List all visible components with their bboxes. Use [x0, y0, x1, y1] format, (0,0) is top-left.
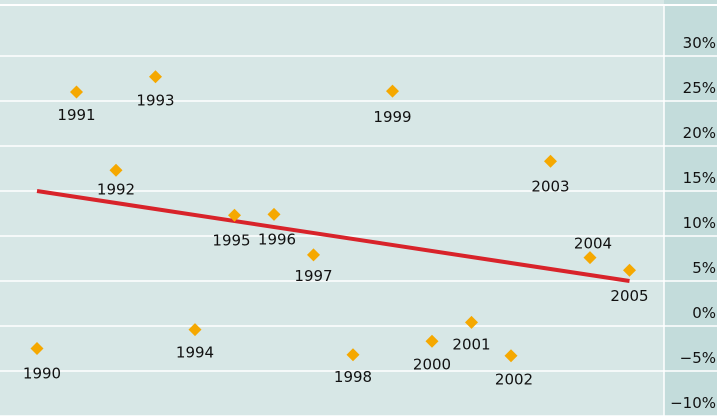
point: [188, 323, 202, 337]
point-label: 1995: [212, 231, 250, 249]
y-tick-label: 5%: [692, 259, 716, 277]
point-label: 2001: [452, 335, 490, 353]
point-label: 2000: [413, 355, 451, 373]
point-label: 1993: [136, 92, 174, 110]
point-label: 1992: [97, 180, 135, 198]
point-label: 1994: [176, 344, 214, 362]
point: [149, 70, 162, 84]
trend-line: [36, 189, 630, 283]
point-label: 1996: [258, 230, 296, 248]
point-label: 1997: [294, 267, 332, 285]
y-tick-label: −10%: [670, 394, 716, 412]
point: [70, 85, 83, 99]
point: [386, 84, 399, 98]
point-label: 1998: [334, 368, 372, 386]
point: [346, 348, 360, 362]
point-label: 2004: [574, 235, 612, 253]
y-tick-label: 10%: [683, 214, 716, 232]
point-label: 2003: [531, 177, 569, 195]
point: [30, 342, 44, 355]
point: [504, 349, 518, 363]
y-tick-label: 0%: [692, 304, 716, 322]
point: [623, 263, 636, 277]
point: [267, 207, 281, 221]
point: [465, 315, 478, 329]
axis-panel: [664, 0, 717, 416]
point-label: 1991: [57, 106, 95, 124]
y-tick-label: 30%: [683, 34, 716, 52]
y-tick-label: 25%: [683, 79, 716, 97]
point-label: 1990: [23, 365, 61, 383]
point: [583, 251, 597, 265]
point: [109, 163, 123, 177]
y-tick-label: 15%: [683, 169, 716, 187]
y-tick-label: −5%: [680, 349, 716, 367]
point: [228, 208, 241, 222]
point: [544, 154, 557, 168]
point: [425, 334, 439, 348]
point-label: 2002: [495, 371, 533, 389]
point-label: 2005: [610, 287, 648, 305]
point: [307, 248, 320, 262]
point-label: 1999: [373, 108, 411, 126]
y-tick-label: 20%: [683, 124, 716, 142]
